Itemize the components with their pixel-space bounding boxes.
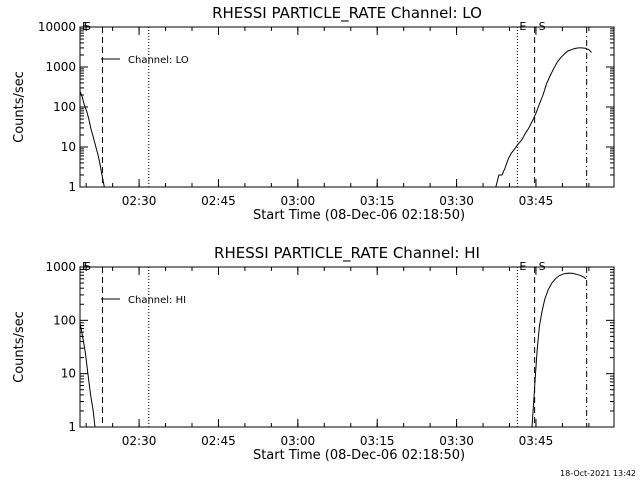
- y-tick-label: 10: [61, 367, 76, 381]
- plot-frame: [79, 26, 615, 188]
- chart-title: RHESSI PARTICLE_RATE Channel: HI: [214, 244, 480, 263]
- x-tick-label: 02:30: [122, 194, 157, 208]
- chart-title: RHESSI PARTICLE_RATE Channel: LO: [212, 4, 482, 23]
- x-tick-label: 02:45: [201, 194, 236, 208]
- x-tick-label: 03:00: [281, 194, 316, 208]
- chart-panel-2: RHESSI PARTICLE_RATE Channel: HI 02:30 02:…: [12, 244, 615, 463]
- series-line: [80, 322, 96, 427]
- x-axis-label: Start Time (08-Dec-06 02:18:50): [253, 208, 465, 223]
- x-tick-label: 02:30: [122, 434, 157, 448]
- y-tick-label: 1000: [45, 60, 76, 74]
- series-line: [531, 272, 587, 427]
- x-tick-label: 03:15: [360, 194, 395, 208]
- y-tick-label: 10: [61, 140, 76, 154]
- x-tick-label: 03:00: [281, 434, 316, 448]
- legend-label: Channel: LO: [128, 55, 189, 66]
- y-tick-label: 100: [53, 100, 76, 114]
- event-marker-label: E: [82, 260, 89, 273]
- x-tick-label: 03:30: [439, 434, 474, 448]
- x-tick-label: 03:45: [519, 194, 554, 208]
- y-axis-label: Counts/sec: [12, 311, 27, 383]
- series-line: [80, 90, 105, 187]
- y-tick-label: 10000: [38, 20, 76, 34]
- x-axis-label: Start Time (08-Dec-06 02:18:50): [253, 448, 465, 463]
- y-tick-label: 1: [68, 180, 76, 194]
- event-marker-label: E: [519, 20, 526, 33]
- y-tick-label: 1: [68, 420, 76, 434]
- legend-label: Channel: HI: [128, 295, 186, 306]
- chart-panel-1: RHESSI PARTICLE_RATE Channel: LO 02:30 02:…: [12, 4, 615, 223]
- x-tick-label: 03:45: [519, 434, 554, 448]
- x-tick-label: 02:45: [201, 434, 236, 448]
- x-tick-label: 03:30: [439, 194, 474, 208]
- event-marker-label: S: [84, 20, 91, 33]
- x-tick-label: 03:15: [360, 434, 395, 448]
- y-tick-label: 1000: [45, 260, 76, 274]
- series-line: [495, 47, 592, 187]
- event-marker-label: S: [84, 260, 91, 273]
- event-marker-label: E: [82, 20, 89, 33]
- event-marker-label: E: [519, 260, 526, 273]
- event-marker-label: S: [539, 20, 546, 33]
- plot-frame: [79, 266, 615, 428]
- footer-timestamp: 18-Oct-2021 13:42: [560, 469, 636, 478]
- event-marker-label: S: [539, 260, 546, 273]
- y-axis-label: Counts/sec: [12, 71, 27, 143]
- y-tick-label: 100: [53, 313, 76, 327]
